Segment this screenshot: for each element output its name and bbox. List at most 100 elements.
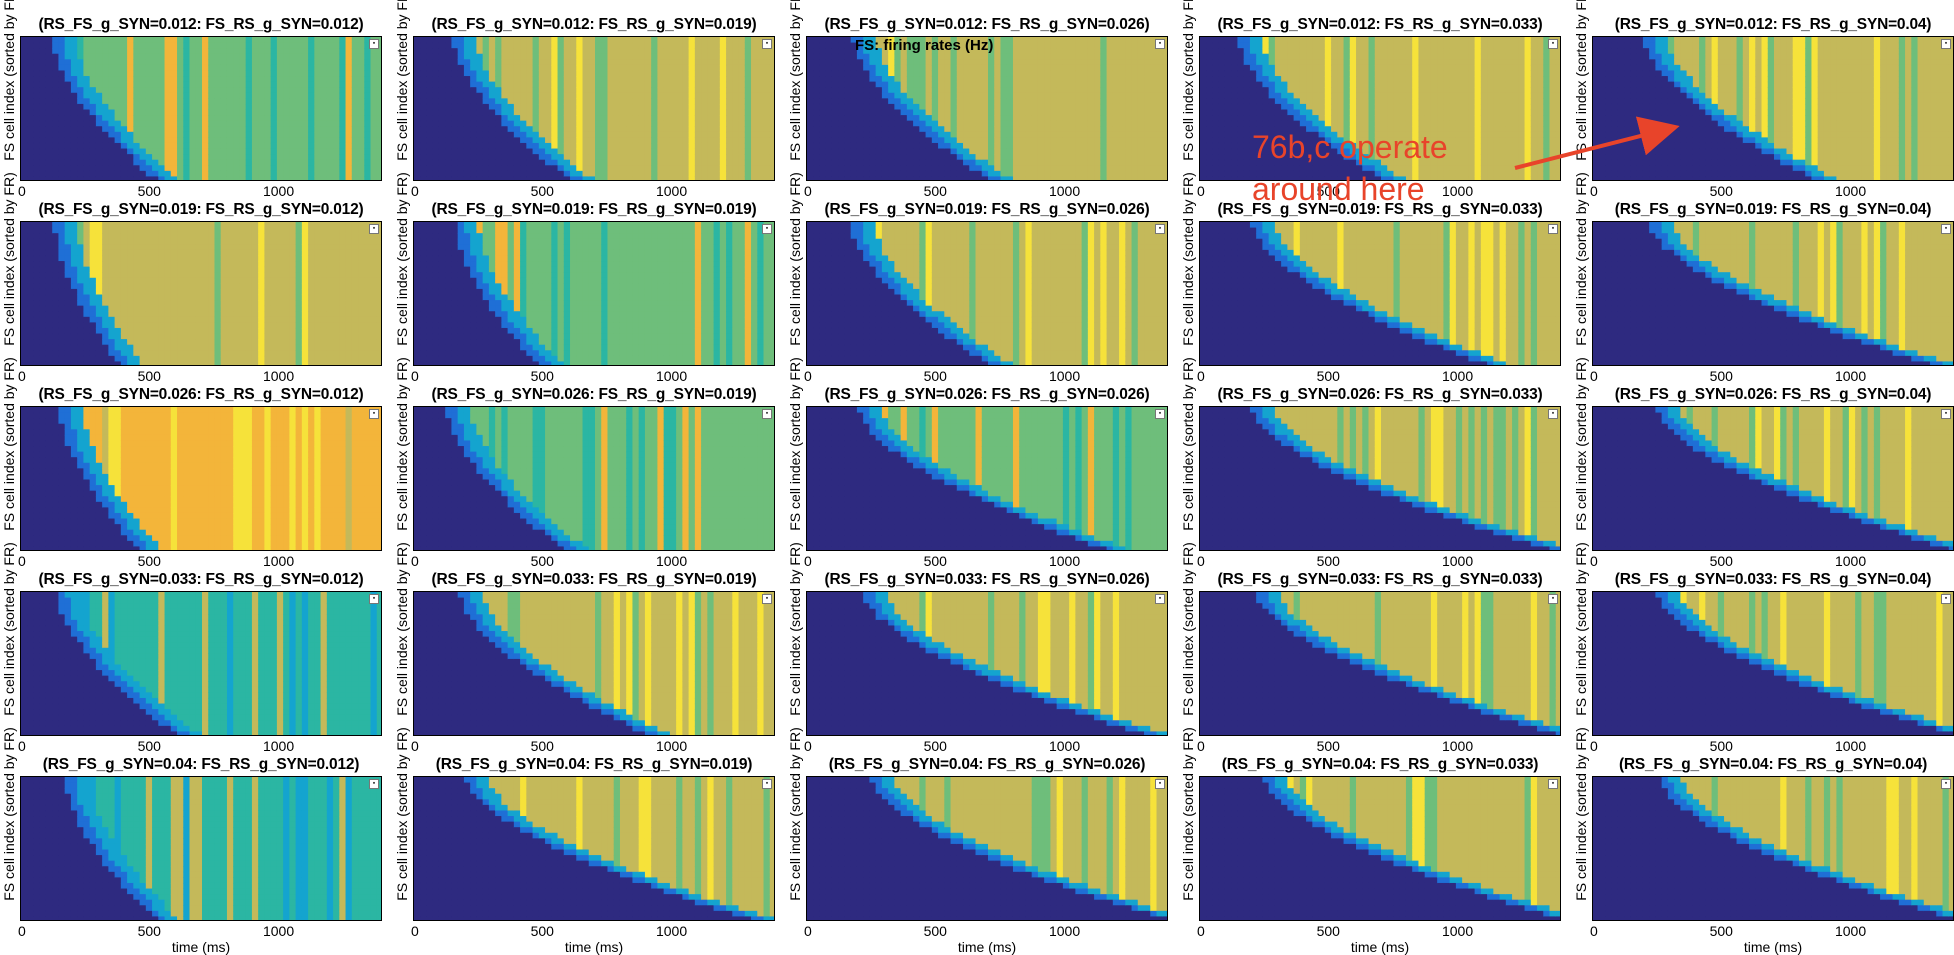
heatmap-cell — [570, 142, 577, 150]
heatmap-cell — [1218, 76, 1226, 83]
heatmap-cell — [1212, 59, 1220, 66]
heatmap-cell — [21, 103, 28, 111]
heatmap-cell — [1144, 148, 1151, 155]
colorbar-toggle-icon[interactable]: ▪ — [1155, 39, 1165, 49]
heatmap-cell — [863, 98, 871, 105]
heatmap-cell — [52, 115, 60, 122]
heatmap-cell — [1150, 53, 1158, 60]
heatmap-cell — [757, 48, 765, 55]
heatmap-cell — [1299, 64, 1307, 72]
heatmap-cell — [170, 70, 178, 77]
heatmap-cell — [582, 64, 590, 72]
heatmap-cell — [27, 81, 35, 88]
colorbar-toggle-icon[interactable]: ▪ — [762, 39, 772, 49]
heatmap-cell — [1056, 131, 1064, 138]
y-axis-label: FS cell index (sorted by FR) — [1, 0, 17, 164]
heatmap-cell — [613, 176, 621, 180]
heatmap-cell — [595, 53, 602, 60]
heatmap-cell — [651, 131, 659, 138]
heatmap-cell — [251, 120, 259, 127]
heatmap-cell — [1100, 115, 1108, 122]
heatmap-cell — [632, 154, 640, 161]
heatmap-cell — [39, 137, 47, 144]
heatmap-cell — [545, 131, 552, 138]
heatmap-cell — [1150, 115, 1158, 122]
heatmap-cell — [906, 176, 914, 180]
heatmap-cell — [1299, 48, 1307, 55]
heatmap-cell — [289, 76, 297, 83]
heatmap-cell — [825, 159, 833, 166]
heatmap-cell — [738, 176, 746, 180]
heatmap-cell — [863, 64, 871, 72]
heatmap-cell — [1056, 64, 1064, 72]
heatmap-cell — [438, 37, 446, 44]
heatmap-cell — [27, 59, 35, 66]
heatmap-cell — [719, 87, 727, 94]
heatmap-cell — [351, 170, 359, 178]
heatmap-cell — [195, 126, 203, 133]
heatmap-cell — [45, 170, 53, 178]
heatmap-cell — [364, 109, 372, 116]
heatmap-cell — [270, 37, 278, 44]
heatmap-cell — [813, 81, 821, 88]
heatmap-cell — [1231, 48, 1239, 55]
heatmap-cell — [264, 176, 272, 180]
heatmap-cell — [301, 42, 309, 49]
heatmap-cell — [638, 115, 646, 122]
heatmap-cell — [938, 48, 945, 55]
heatmap-cell — [283, 131, 290, 138]
heatmap-cell — [495, 92, 502, 99]
heatmap-cell — [127, 87, 134, 94]
heatmap-cell — [888, 98, 895, 105]
heatmap-cell — [601, 126, 609, 133]
heatmap-cell — [844, 142, 852, 150]
heatmap-cell — [526, 59, 534, 66]
heatmap-cell — [326, 148, 334, 155]
heatmap-cell — [850, 98, 858, 105]
heatmap-cell — [89, 148, 97, 155]
heatmap-cell — [632, 81, 640, 88]
heatmap-cell — [245, 37, 253, 44]
heatmap-cell — [1125, 159, 1133, 166]
heatmap-cell — [95, 42, 103, 49]
heatmap-cell — [1206, 48, 1214, 55]
heatmap-cell — [501, 165, 509, 172]
heatmap-cell — [438, 170, 446, 178]
heatmap-cell — [208, 159, 216, 166]
heatmap-cell — [669, 48, 677, 55]
heatmap-cell — [220, 159, 228, 166]
heatmap-cell — [314, 159, 322, 166]
heatmap-cell — [1006, 48, 1014, 55]
heatmap-cell — [894, 176, 902, 180]
heatmap-cell — [1137, 53, 1145, 60]
heatmap-cell — [856, 148, 864, 155]
heatmap-cell — [183, 120, 191, 127]
heatmap-cell — [1069, 103, 1076, 111]
heatmap-cell — [1031, 81, 1039, 88]
heatmap-cell — [757, 126, 765, 133]
heatmap-cell — [613, 70, 621, 77]
heatmap-cell — [226, 37, 234, 44]
heatmap-cell — [27, 76, 35, 83]
heatmap-cell — [102, 98, 109, 105]
heatmap-cell — [906, 87, 914, 94]
heatmap-cell — [757, 37, 765, 44]
heatmap-cell — [1299, 53, 1307, 60]
colorbar-toggle-icon[interactable]: ▪ — [369, 39, 379, 49]
heatmap-cell — [944, 126, 952, 133]
heatmap-cell — [744, 59, 752, 66]
heatmap-cell — [1044, 109, 1052, 116]
heatmap-cell — [289, 81, 297, 88]
heatmap-cell — [251, 48, 259, 55]
heatmap-cell — [58, 92, 66, 99]
heatmap-cell — [1218, 165, 1226, 172]
heatmap-cell — [1206, 98, 1214, 105]
heatmap-cell — [1231, 137, 1239, 144]
heatmap-cell — [39, 103, 47, 111]
heatmap-cell — [1156, 131, 1164, 138]
heatmap-cell — [838, 109, 846, 116]
heatmap-cell — [894, 154, 902, 161]
heatmap-cell — [457, 154, 465, 161]
heatmap-cell — [120, 148, 128, 155]
heatmap-cell — [1137, 59, 1145, 66]
